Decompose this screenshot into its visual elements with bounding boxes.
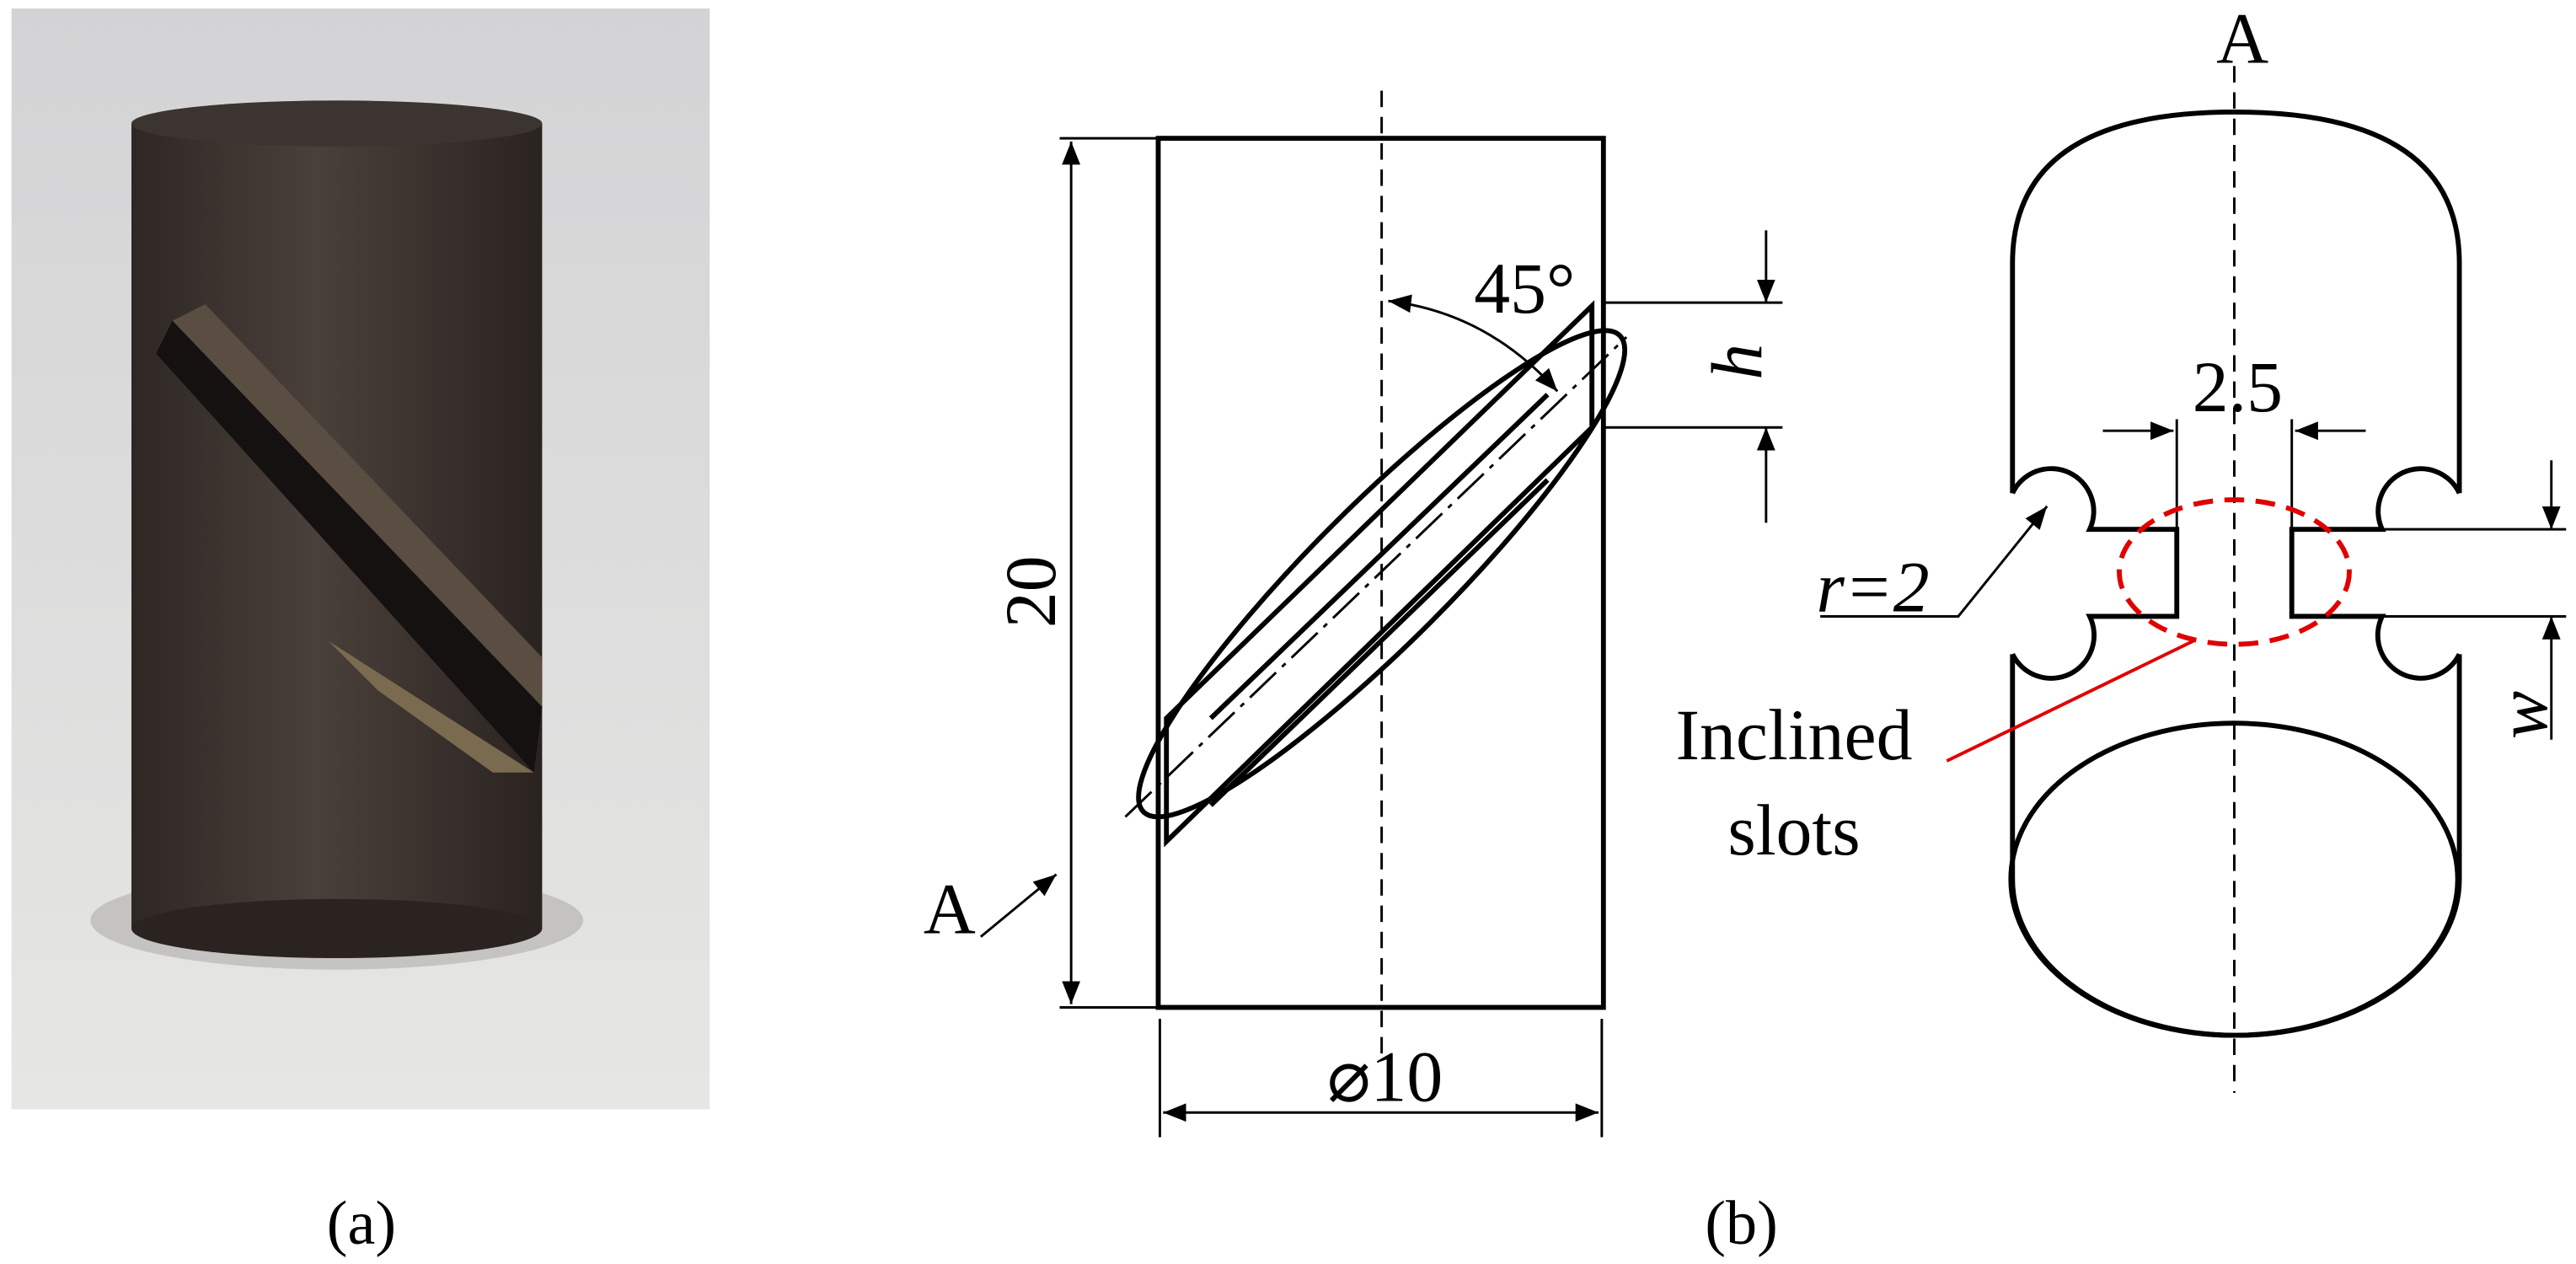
panel-label: (b)	[1705, 1189, 1777, 1258]
callout-text: Inclined	[1675, 695, 1912, 775]
height-dimension: 20	[991, 555, 1071, 628]
radius-dimension: r=2	[1816, 548, 1929, 628]
section-mark: A	[924, 870, 976, 950]
panel-label: (a)	[327, 1189, 396, 1258]
slot-width-dimension: w	[2482, 691, 2563, 739]
section-view	[1820, 66, 2567, 1093]
side-view	[979, 90, 1783, 1138]
neck-width-dimension: 2.5	[2193, 347, 2283, 427]
diameter-dimension: ⌀10	[1327, 1037, 1443, 1117]
angle-dimension: 45°	[1474, 249, 1575, 329]
section-mark: A	[2216, 0, 2268, 78]
photo	[11, 8, 710, 1110]
callout-text: slots	[1727, 790, 1860, 870]
slot-height-dimension: h	[1697, 344, 1777, 380]
